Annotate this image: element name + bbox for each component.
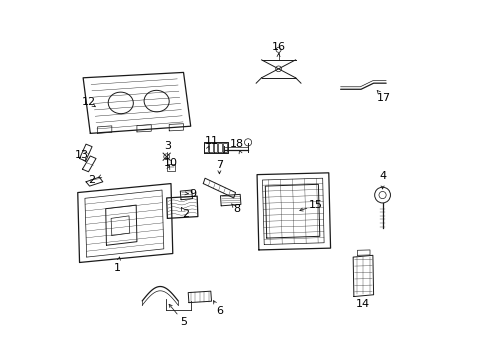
- Text: 15: 15: [308, 200, 323, 210]
- Text: 6: 6: [216, 306, 223, 316]
- Text: 8: 8: [233, 204, 240, 215]
- Circle shape: [244, 139, 251, 146]
- Text: 12: 12: [81, 97, 95, 107]
- Text: 16: 16: [271, 42, 285, 52]
- Ellipse shape: [108, 92, 133, 114]
- Text: 2: 2: [182, 209, 188, 219]
- Text: 1: 1: [114, 263, 121, 273]
- Text: 9: 9: [188, 189, 196, 199]
- Text: 11: 11: [204, 136, 218, 145]
- Circle shape: [276, 47, 281, 52]
- Ellipse shape: [144, 90, 169, 112]
- Text: 13: 13: [74, 150, 88, 160]
- Text: 14: 14: [355, 299, 369, 309]
- Text: 10: 10: [163, 158, 178, 168]
- Circle shape: [163, 154, 169, 159]
- Circle shape: [275, 66, 281, 72]
- Text: 18: 18: [230, 139, 244, 149]
- Circle shape: [374, 187, 389, 203]
- Text: 2: 2: [88, 175, 96, 185]
- Text: 17: 17: [377, 93, 390, 103]
- Text: 5: 5: [180, 317, 186, 327]
- Text: 7: 7: [215, 160, 223, 170]
- Text: 4: 4: [378, 171, 386, 181]
- Text: 3: 3: [163, 141, 170, 151]
- Circle shape: [378, 192, 386, 199]
